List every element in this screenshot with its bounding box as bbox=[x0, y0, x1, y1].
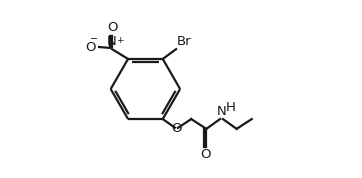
Text: N: N bbox=[107, 35, 117, 48]
Text: H: H bbox=[226, 101, 235, 114]
Text: Br: Br bbox=[177, 35, 191, 48]
Text: +: + bbox=[116, 36, 123, 45]
Text: O: O bbox=[107, 21, 117, 34]
Text: −: − bbox=[90, 34, 98, 44]
Text: N: N bbox=[216, 105, 226, 118]
Text: O: O bbox=[85, 41, 96, 54]
Text: O: O bbox=[171, 122, 181, 135]
Text: O: O bbox=[200, 148, 210, 161]
